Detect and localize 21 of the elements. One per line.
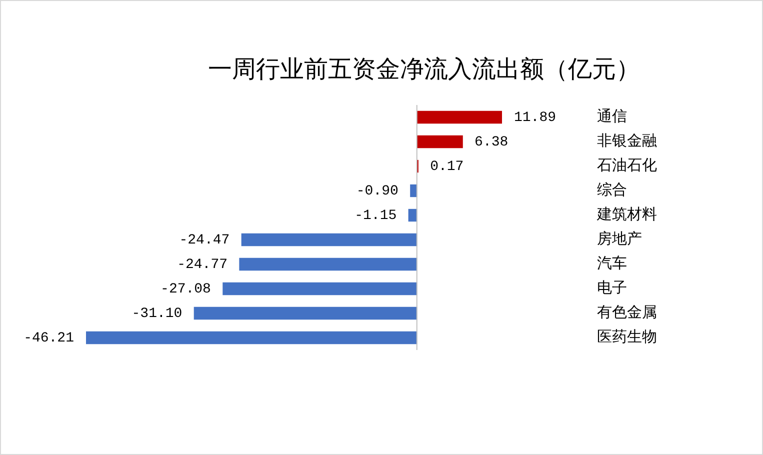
y-tick-label: 有色金属 (597, 303, 657, 322)
y-tick-label: 石油石化 (597, 156, 657, 174)
data-label: -24.47 (179, 232, 230, 248)
data-label: 0.17 (430, 158, 464, 175)
y-tick-label: 非银金融 (597, 132, 657, 150)
chart-title: 一周行业前五资金净流入流出额（亿元） (208, 54, 640, 83)
data-label: -27.08 (160, 281, 211, 298)
y-tick-label: 通信 (597, 107, 627, 126)
data-label: 11.89 (514, 110, 556, 126)
y-tick-label: 医药生物 (597, 328, 657, 346)
data-label: -0.90 (356, 183, 398, 200)
y-tick-label: 汽车 (597, 254, 627, 272)
data-label: -31.10 (132, 306, 182, 322)
data-label: 6.38 (474, 134, 508, 150)
y-tick-label: 综合 (597, 180, 627, 199)
y-tick-label: 房地产 (597, 230, 642, 248)
data-label: -1.15 (354, 208, 397, 224)
data-label: -46.21 (24, 330, 74, 346)
data-label: -24.77 (177, 256, 228, 273)
y-tick-label: 电子 (597, 278, 627, 297)
y-tick-label: 建筑材料 (596, 205, 657, 224)
